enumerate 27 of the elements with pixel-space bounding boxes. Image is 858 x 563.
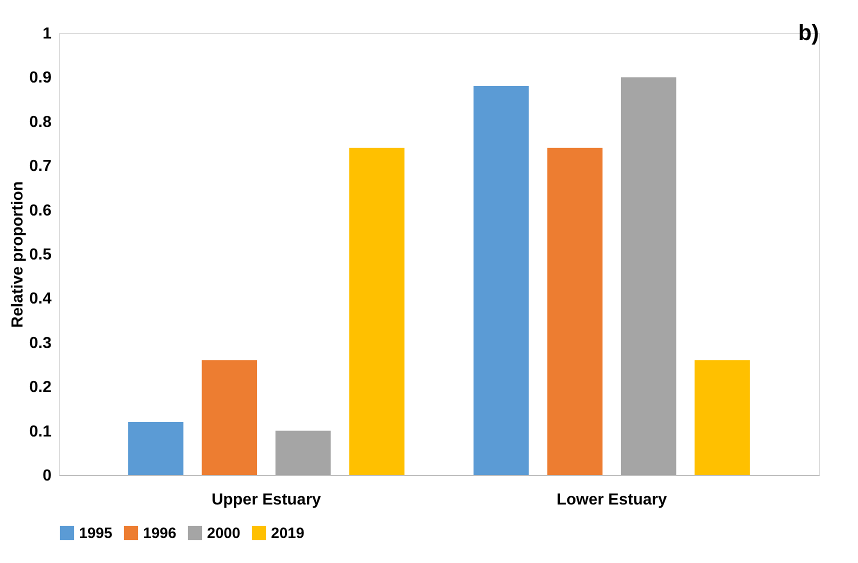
bar [349,148,404,475]
y-tick-label: 0.1 [29,423,52,440]
y-tick-label: 0.2 [29,379,52,396]
bar [620,77,676,475]
bar [202,360,258,475]
bar [547,148,603,475]
y-tick-label: 1 [42,26,52,42]
bar [694,360,750,475]
legend-label: 2019 [271,525,304,542]
x-tick-label: Lower Estuary [556,492,667,508]
bar [275,430,331,475]
legend-label: 1996 [143,525,176,542]
bar [128,422,184,475]
bar [474,86,529,475]
legend-label: 1995 [79,525,112,542]
y-tick-label: 0.8 [29,114,52,131]
x-tick-label: Upper Estuary [212,492,322,508]
y-tick-label: 0.9 [29,70,52,87]
annotation: b) [798,20,819,45]
y-tick-label: 0.7 [29,158,52,176]
y-tick-label: 0.4 [29,290,52,308]
y-tick-label: 0.3 [29,334,52,352]
y-tick-label: 0 [42,468,52,484]
y-axis-title: Relative proportion [9,181,26,328]
y-tick-label: 0.5 [29,246,52,264]
y-tick-label: 0.6 [29,202,52,220]
legend-label: 2000 [207,525,240,542]
